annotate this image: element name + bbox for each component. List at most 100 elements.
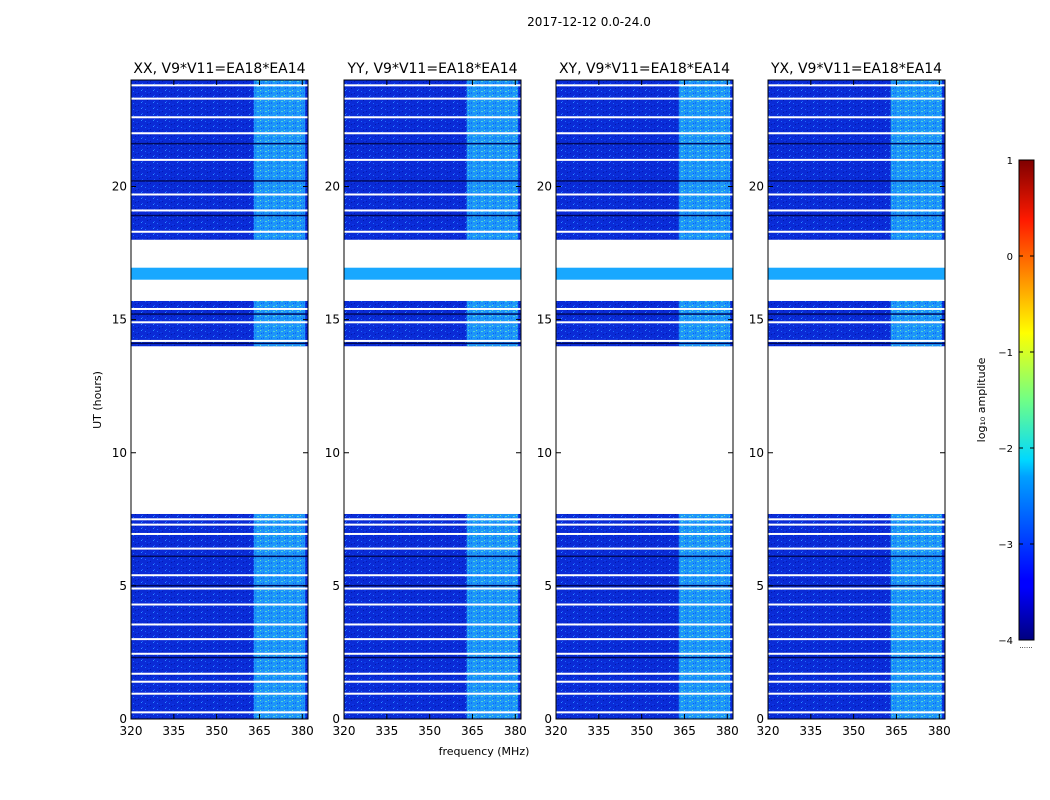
panels: XX, V9*V11=EA18*EA14 320 335 350 365 380 0 5 10 1… <box>112 61 951 738</box>
flag-line <box>131 672 308 675</box>
x-tick-label: 335 <box>375 724 398 738</box>
rfi-band <box>253 513 306 719</box>
y-tick-label: 10 <box>112 446 127 460</box>
x-axis-label: frequency (MHz) <box>439 745 530 758</box>
dark-line <box>344 214 521 217</box>
flag-line <box>768 132 945 135</box>
flag-line <box>131 603 308 606</box>
x-tick-label: 350 <box>842 724 865 738</box>
data-block <box>556 267 733 280</box>
y-tick-label: 5 <box>332 579 340 593</box>
flag-line <box>344 532 521 535</box>
flag-line <box>768 680 945 683</box>
dark-line <box>768 584 945 587</box>
dark-line <box>344 142 521 145</box>
flag-line <box>556 230 733 233</box>
dark-line <box>131 180 308 182</box>
flag-line <box>768 230 945 233</box>
dark-line <box>131 555 308 558</box>
flag-line <box>556 321 733 324</box>
y-tick-label: 5 <box>756 579 764 593</box>
flag-line <box>344 158 521 161</box>
x-tick-label: 365 <box>248 724 271 738</box>
dark-line <box>344 180 521 182</box>
flag-line <box>131 132 308 135</box>
flag-line <box>556 623 733 626</box>
flag-line <box>131 84 308 87</box>
flag-line <box>344 209 521 212</box>
panel-yy: YY, V9*V11=EA18*EA14 320 335 350 365 380 0 5 10 1… <box>325 61 527 738</box>
dark-line <box>344 313 521 315</box>
flag-line <box>344 116 521 119</box>
flag-line <box>344 84 521 87</box>
colorbar-tick-label: 1 <box>1007 156 1013 167</box>
flag-line <box>131 339 308 342</box>
flag-line <box>768 652 945 655</box>
flag-line <box>768 209 945 212</box>
flag-line <box>344 623 521 626</box>
flag-line <box>556 523 733 526</box>
y-tick-label: 15 <box>112 313 127 327</box>
dark-line <box>131 142 308 145</box>
panel-xy: XY, V9*V11=EA18*EA14 320 335 350 365 380 0 5 10 1… <box>537 61 739 738</box>
panel-frame <box>130 79 309 720</box>
colorbar-ticks: 1 0 −1 −2 −3 −4 <box>998 156 1034 647</box>
flag-line <box>344 711 521 714</box>
flag-line <box>768 574 945 577</box>
x-tick-label: 350 <box>205 724 228 738</box>
dark-line <box>768 214 945 217</box>
flag-line <box>131 97 308 100</box>
flag-line <box>131 547 308 550</box>
dark-line <box>556 214 733 217</box>
flag-line <box>344 603 521 606</box>
flag-line <box>556 132 733 135</box>
flag-line <box>768 339 945 342</box>
flag-line <box>131 652 308 655</box>
rfi-band <box>466 300 519 347</box>
flag-line <box>131 532 308 535</box>
flag-line <box>768 672 945 675</box>
flag-line <box>131 307 308 310</box>
colorbar: 1 0 −1 −2 −3 −4 log₁₀ amplitude ...... <box>975 156 1035 650</box>
flag-line <box>768 518 945 521</box>
x-tick-label: 335 <box>162 724 185 738</box>
panel-title: YX, V9*V11=EA18*EA14 <box>770 61 942 77</box>
y-tick-label: 0 <box>756 712 764 726</box>
flag-line <box>131 230 308 233</box>
flag-line <box>556 638 733 641</box>
flag-line <box>768 603 945 606</box>
flag-line <box>768 638 945 641</box>
colorbar-tick-label: 0 <box>1007 252 1013 263</box>
flag-line <box>344 680 521 683</box>
x-tick-label: 320 <box>545 724 568 738</box>
dark-line <box>768 342 945 345</box>
flag-line <box>344 518 521 521</box>
flag-line <box>768 547 945 550</box>
x-tick-label: 365 <box>673 724 696 738</box>
dark-line <box>344 555 521 558</box>
dark-line <box>344 656 521 659</box>
flag-line <box>556 692 733 695</box>
x-tick-label: 335 <box>587 724 610 738</box>
panel-xx: XX, V9*V11=EA18*EA14 320 335 350 365 380 0 5 10 1… <box>112 61 314 738</box>
rfi-band <box>678 300 731 347</box>
flag-line <box>556 547 733 550</box>
dark-line <box>131 584 308 587</box>
flag-line <box>131 518 308 521</box>
x-tick-label: 365 <box>461 724 484 738</box>
x-tick-label: 380 <box>504 724 527 738</box>
flag-line <box>344 307 521 310</box>
flag-line <box>556 97 733 100</box>
colorbar-tick-label: −4 <box>998 636 1013 647</box>
panel-title: YY, V9*V11=EA18*EA14 <box>346 61 517 77</box>
x-tick-label: 380 <box>928 724 951 738</box>
flag-line <box>556 84 733 87</box>
flag-line <box>768 523 945 526</box>
flag-line <box>556 532 733 535</box>
y-tick-label: 10 <box>749 446 764 460</box>
y-tick-label: 5 <box>119 579 127 593</box>
panel-frame <box>767 79 946 720</box>
flag-line <box>556 603 733 606</box>
flag-line <box>344 132 521 135</box>
flag-line <box>131 574 308 577</box>
